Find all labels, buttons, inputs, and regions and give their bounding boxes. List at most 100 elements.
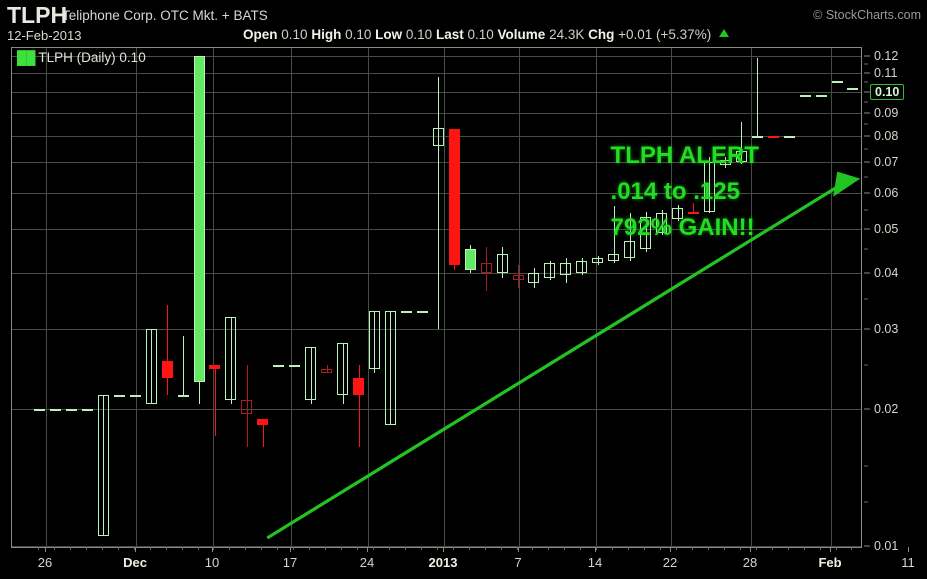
gridline-vertical <box>444 48 445 546</box>
candle-body <box>49 409 61 412</box>
candle-body <box>560 263 572 276</box>
candle-body <box>400 310 412 313</box>
x-tick-mark <box>443 547 444 552</box>
gridline-vertical <box>136 48 137 546</box>
candle-wick <box>757 57 759 139</box>
candle-body <box>528 272 540 283</box>
candle-wick <box>438 76 440 330</box>
open-value: 0.10 <box>281 27 308 42</box>
y-minor-tick <box>864 298 868 300</box>
x-tick-label: 17 <box>282 555 298 570</box>
candle-body <box>97 395 109 537</box>
gridline-vertical <box>291 48 292 546</box>
legend-label: TLPH (Daily) 0.10 <box>38 50 146 65</box>
x-tick-mark <box>830 547 831 552</box>
x-minor-tick <box>436 547 438 550</box>
gridline-horizontal <box>12 92 861 93</box>
x-tick-label: 24 <box>359 555 375 570</box>
candle-body <box>735 151 747 163</box>
x-minor-tick <box>787 547 789 550</box>
gridline-vertical <box>519 48 520 546</box>
candle-body <box>257 419 269 425</box>
gridline-vertical <box>213 48 214 546</box>
volume-label: Volume <box>497 27 546 42</box>
candle-body <box>81 409 93 412</box>
x-minor-tick <box>516 547 518 550</box>
gridline-horizontal <box>12 329 861 331</box>
low-value: 0.10 <box>405 27 433 42</box>
candle-body <box>432 127 444 147</box>
y-tick-label: 0.09 <box>874 105 899 120</box>
y-minor-tick <box>864 248 868 250</box>
y-tick-label: 0.04 <box>874 265 899 280</box>
x-minor-tick <box>484 547 486 550</box>
y-tick-mark <box>864 272 870 274</box>
y-minor-tick <box>864 209 868 211</box>
x-minor-tick <box>723 547 725 550</box>
x-minor-tick <box>819 547 821 550</box>
x-minor-tick <box>293 547 295 550</box>
y-minor-tick <box>864 63 868 65</box>
chg-value: +0.01 (+5.37%) <box>618 27 712 42</box>
x-minor-tick <box>739 547 741 550</box>
candle-body <box>847 88 859 91</box>
candle-body <box>193 56 205 382</box>
gridline-horizontal <box>12 546 861 547</box>
up-triangle-icon <box>718 29 729 37</box>
y-tick-label: 0.11 <box>874 66 898 81</box>
gridline-horizontal <box>12 409 861 411</box>
y-tick-mark <box>864 192 870 194</box>
x-minor-tick <box>165 547 167 550</box>
y-minor-tick <box>864 501 868 503</box>
candle-body <box>384 310 396 425</box>
y-tick-mark <box>864 161 870 163</box>
x-tick-label: Dec <box>123 555 147 570</box>
x-minor-tick <box>245 547 247 550</box>
gridline-vertical <box>368 48 369 546</box>
annotation-line-1: TLPH ALERT <box>610 141 759 169</box>
candle-body <box>321 369 333 374</box>
x-tick-label: 7 <box>514 555 522 570</box>
candle-body <box>209 365 221 370</box>
x-minor-tick <box>277 547 279 550</box>
candle-body <box>241 399 253 415</box>
x-minor-tick <box>38 547 39 550</box>
x-minor-tick <box>372 547 374 550</box>
candle-body <box>624 240 636 259</box>
y-minor-tick <box>864 364 868 366</box>
y-tick-mark <box>864 328 870 330</box>
x-minor-tick <box>53 547 55 550</box>
price-plot-area[interactable]: ██ TLPH (Daily) 0.10 TLPH ALERT .014 to .… <box>11 47 862 547</box>
gridline-vertical <box>831 48 832 546</box>
x-tick-label: 2013 <box>428 555 458 570</box>
y-tick-mark <box>864 91 870 93</box>
y-tick-mark <box>864 55 870 57</box>
x-minor-tick <box>213 547 215 550</box>
candle-body <box>225 316 237 400</box>
candle-body <box>480 263 492 273</box>
x-tick-label: 10 <box>204 555 220 570</box>
x-axis: 26 Dec 10 17 24 2013 7 14 22 28 Feb 11 <box>11 547 915 579</box>
gridline-horizontal <box>12 112 861 114</box>
x-minor-tick <box>835 547 837 550</box>
low-label: Low <box>375 27 403 42</box>
x-minor-tick <box>803 547 805 550</box>
x-tick-label: 22 <box>662 555 678 570</box>
y-tick-mark <box>864 112 870 114</box>
y-axis: 0.12 0.11 0.10 0.09 0.08 0.07 0.06 0.05 0.04 0.03… <box>864 47 927 553</box>
x-tick-mark <box>290 547 291 552</box>
x-minor-tick <box>181 547 183 550</box>
x-minor-tick <box>197 547 199 550</box>
x-minor-tick <box>851 547 853 550</box>
x-tick-mark <box>518 547 519 552</box>
y-tick-label: 0.06 <box>874 185 899 200</box>
y-tick-label: 0.07 <box>874 155 899 170</box>
candle-wick <box>262 419 264 448</box>
y-tick-mark <box>864 72 870 74</box>
candle-body <box>416 310 428 313</box>
stockcharts-watermark: © StockCharts.com <box>813 8 921 22</box>
candle-body <box>496 253 508 273</box>
x-minor-tick <box>691 547 693 550</box>
high-label: High <box>311 27 342 42</box>
